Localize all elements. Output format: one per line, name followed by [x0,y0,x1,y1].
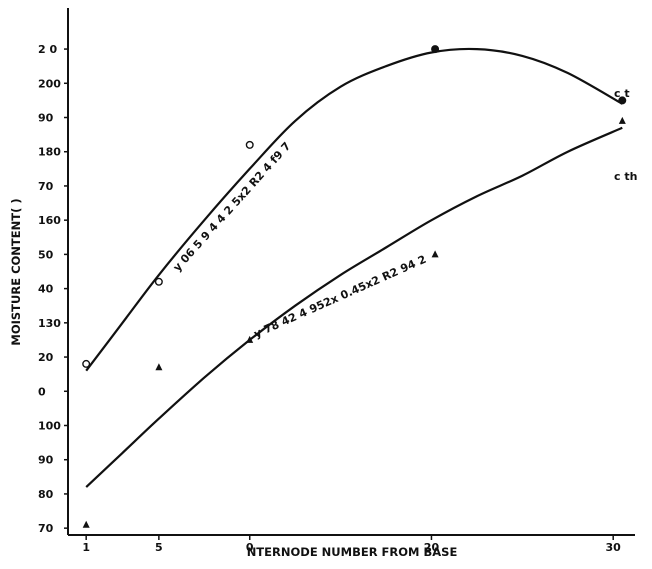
fit-equation-lower: y 78 42 4 952x 0.45x2 R2 94 2 [252,253,428,341]
y-tick-label: 20 [38,351,54,364]
data-points [82,45,627,528]
y-tick-label: 0 [38,385,46,398]
x-tick-label: 30 [606,541,622,554]
series-label-c-t: c t [614,87,630,100]
y-tick-label: 130 [38,317,61,330]
y-axis-title: MOISTURE CONTENT( ) [9,198,23,345]
fit-curve-c-th [85,47,623,372]
fit-equation-upper: y 06 5 9 4 4 2 5x2 R2 4 f9 7 [171,140,294,274]
fit-curve-c-t [85,126,623,488]
point-circle [82,359,91,368]
fit-curves [85,47,623,488]
point-triangle [82,520,90,528]
x-tick-label: 5 [155,541,163,554]
y-tick-label: 50 [38,248,54,261]
y-tick-label: 200 [38,77,61,90]
x-tick-label: 0 [246,541,254,554]
y-tick-label: 80 [38,488,54,501]
x-ticks: 1 5 0 20 30 [82,535,621,554]
point-circle [431,45,440,54]
point-triangle [155,363,163,371]
y-tick-label: 70 [38,180,54,193]
y-tick-label: 160 [38,214,61,227]
x-axis-title: NTERNODE NUMBER FROM BASE [247,545,458,559]
y-ticks: 70 80 90 100 0 20 130 40 50 160 70 180 90 200 2 0 [38,43,68,535]
axes [67,8,635,536]
point-triangle [246,335,254,343]
series-label-c-th: c th [614,170,637,183]
y-tick-label: 100 [38,419,61,432]
y-tick-label: 70 [38,522,54,535]
y-tick-label: 90 [38,112,54,125]
point-circle [245,140,254,149]
y-tick-label: 90 [38,454,54,467]
x-tick-label: 1 [82,541,90,554]
point-circle [618,96,627,105]
point-circle [154,277,163,286]
y-tick-label: 40 [38,283,54,296]
x-tick-label: 20 [424,541,440,554]
point-triangle [431,250,439,258]
y-tick-label: 180 [38,146,61,159]
y-tick-label: 2 0 [38,43,57,56]
point-triangle [618,116,626,124]
